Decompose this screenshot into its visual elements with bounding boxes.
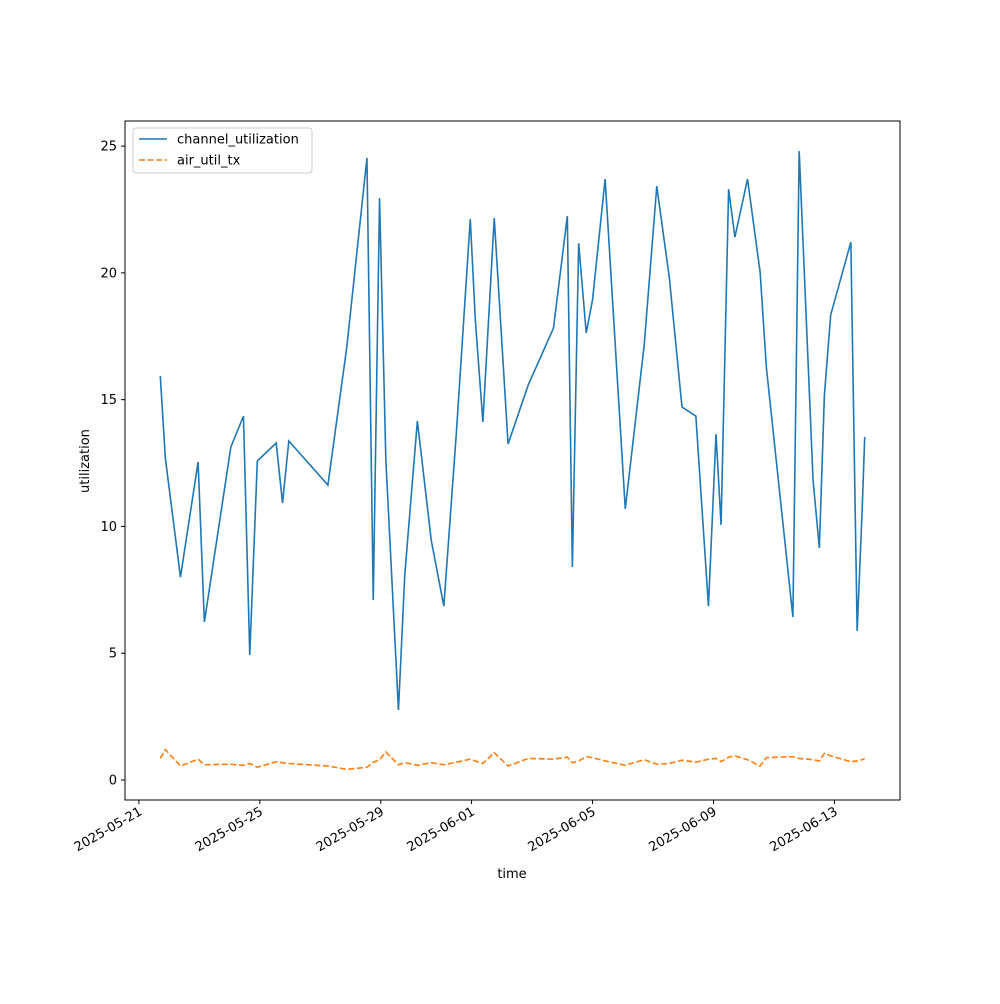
y-tick-label: 5: [109, 647, 117, 662]
y-tick-label: 25: [100, 140, 117, 155]
y-tick-label: 0: [109, 773, 117, 788]
plot-frame: [124, 120, 901, 801]
x-axis-label: time: [497, 867, 526, 882]
y-tick-label: 20: [100, 266, 117, 281]
y-tick-label: 10: [100, 520, 117, 535]
legend-label: air_util_tx: [177, 154, 241, 169]
line-series: [159, 748, 866, 771]
y-tick-label: 15: [100, 393, 117, 408]
legend-box: [132, 127, 313, 174]
legend-label: channel_utilization: [177, 133, 299, 148]
line-series: [159, 151, 866, 711]
y-axis-label: utilization: [78, 429, 93, 493]
